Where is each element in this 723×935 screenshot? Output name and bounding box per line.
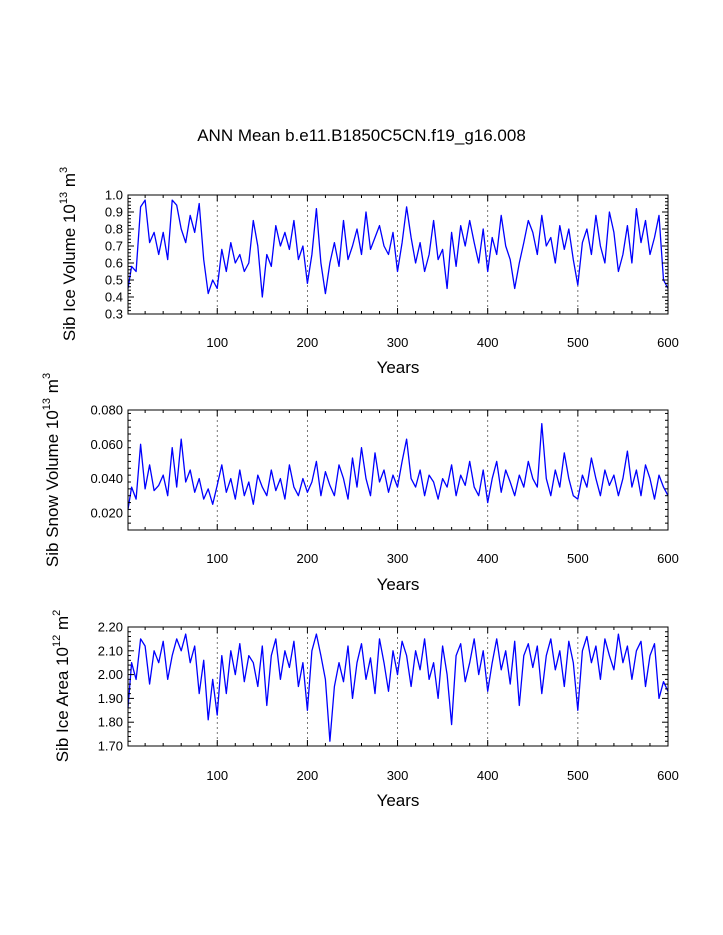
x-tick-label: 400 <box>477 551 499 566</box>
series-line-sib-ice-volume <box>127 199 669 298</box>
y-tick-label: 1.70 <box>98 739 123 754</box>
series-line-sib-ice-area <box>127 633 669 742</box>
x-tick-label: 100 <box>206 768 228 783</box>
y-tick-label: 2.00 <box>98 667 123 682</box>
y-axis-label: Sib Snow Volume 1013 m3 <box>41 373 62 567</box>
x-tick-label: 200 <box>297 335 319 350</box>
y-tick-label: 0.4 <box>105 290 123 305</box>
plot-frame <box>127 626 669 747</box>
plot-frame <box>127 409 669 531</box>
y-tick-label: 2.20 <box>98 620 123 635</box>
y-tick-label: 1.80 <box>98 715 123 730</box>
x-tick-label: 300 <box>387 335 409 350</box>
x-tick-label: 500 <box>567 768 589 783</box>
x-tick-label: 600 <box>657 551 679 566</box>
y-tick-label: 0.040 <box>90 471 123 486</box>
x-tick-label: 500 <box>567 551 589 566</box>
x-tick-label: 500 <box>567 335 589 350</box>
y-tick-label: 0.020 <box>90 505 123 520</box>
y-tick-label: 0.5 <box>105 273 123 288</box>
chart-panel-2: 100 200 300 400 500 600 Years 0.020 0.040 0.060 0.… <box>41 373 679 594</box>
y-tick-label: 0.060 <box>90 437 123 452</box>
x-tick-label: 200 <box>297 768 319 783</box>
y-tick-label: 1.90 <box>98 691 123 706</box>
x-axis-label: Years <box>377 791 420 810</box>
x-tick-label: 100 <box>206 551 228 566</box>
x-tick-label: 200 <box>297 551 319 566</box>
y-tick-label: 0.7 <box>105 239 123 254</box>
chart-panel-3: 100 200 300 400 500 600 Years 1.70 1.80 1.90 2.00 2… <box>51 610 679 810</box>
x-tick-label: 100 <box>206 335 228 350</box>
x-axis-label: Years <box>377 358 420 377</box>
x-tick-label: 300 <box>387 551 409 566</box>
y-tick-label: 1.0 <box>105 188 123 203</box>
x-axis-label: Years <box>377 575 420 594</box>
y-tick-label: 0.9 <box>105 205 123 220</box>
plot-frame <box>127 194 669 315</box>
x-tick-label: 400 <box>477 768 499 783</box>
y-tick-label: 0.6 <box>105 256 123 271</box>
chart-panel-1: 100 200 300 400 500 600 Years 0.3 0.4 0.5 0.6 0.7 0.… <box>58 167 679 377</box>
y-tick-label: 0.8 <box>105 222 123 237</box>
y-axis-label: Sib Ice Area 1012 m2 <box>51 610 72 763</box>
x-tick-label: 400 <box>477 335 499 350</box>
x-tick-label: 600 <box>657 335 679 350</box>
x-tick-label: 300 <box>387 768 409 783</box>
y-tick-label: 0.3 <box>105 307 123 322</box>
y-axis-label: Sib Ice Volume 1013 m3 <box>58 167 79 341</box>
y-tick-label: 2.10 <box>98 643 123 658</box>
series-line-sib-snow-volume <box>127 423 669 510</box>
chart-title: ANN Mean b.e11.B1850C5CN.f19_g16.008 <box>197 126 526 145</box>
x-tick-label: 600 <box>657 768 679 783</box>
y-tick-label: 0.080 <box>90 403 123 418</box>
